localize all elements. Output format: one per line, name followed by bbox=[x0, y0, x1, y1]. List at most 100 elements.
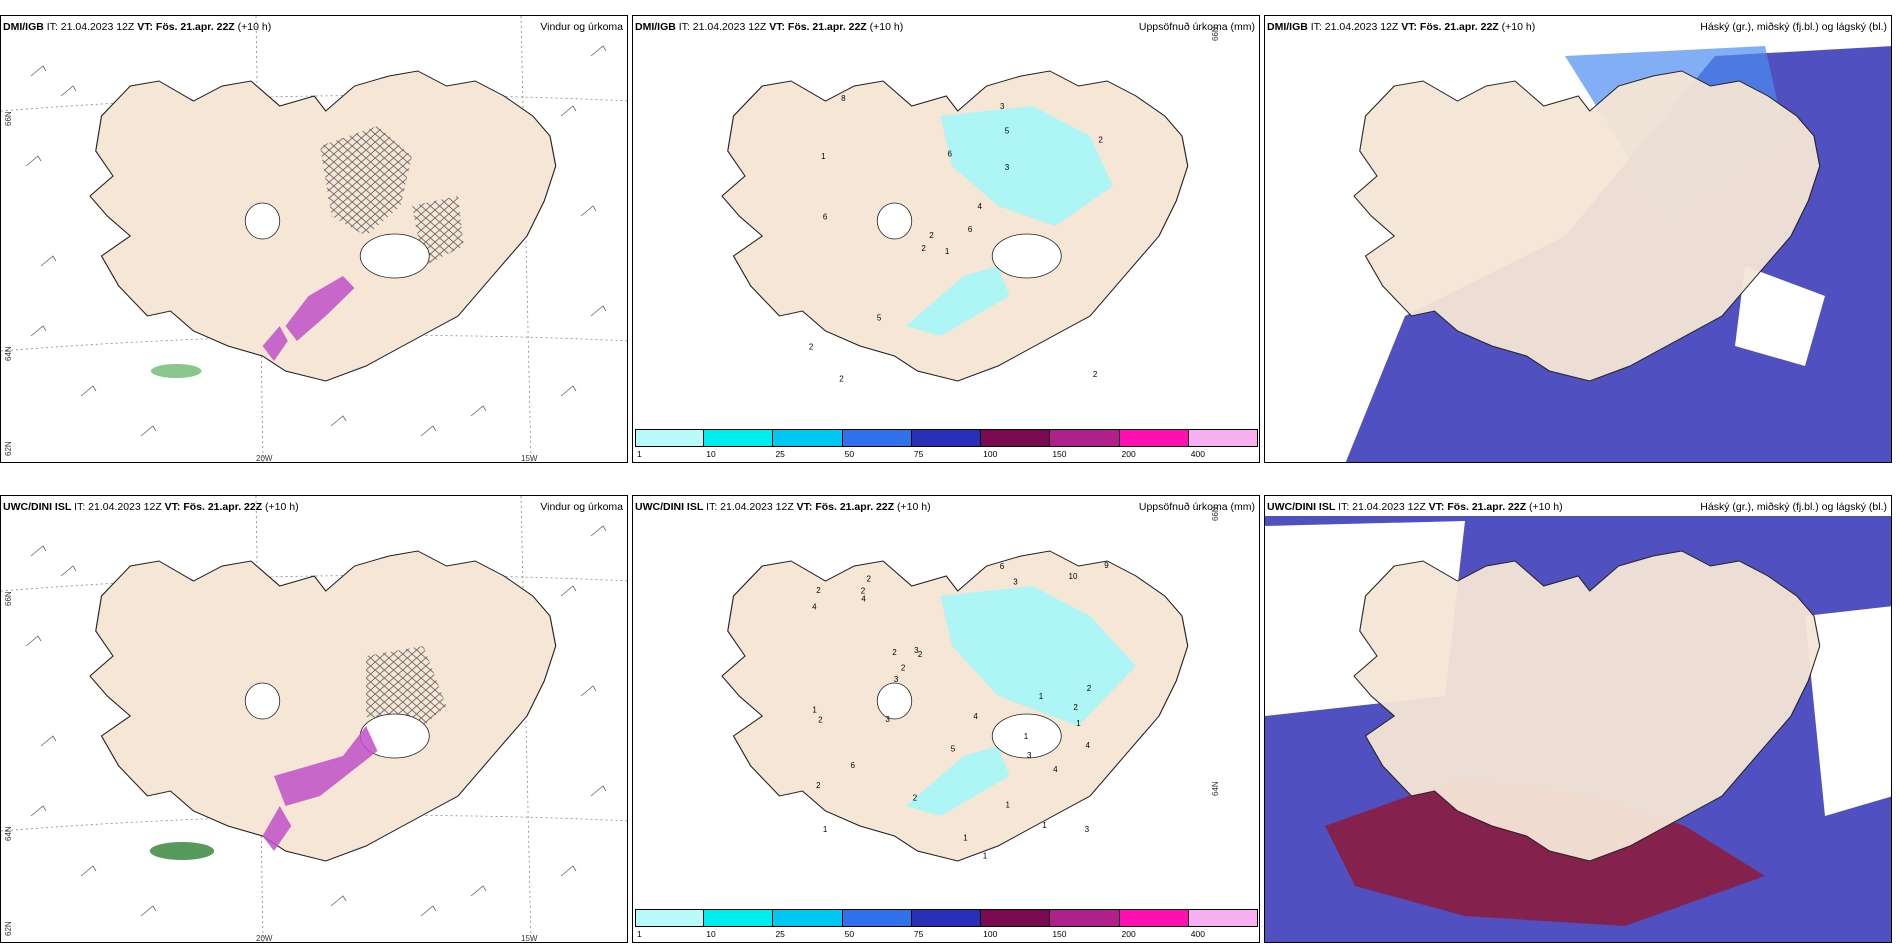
precip-value-label: 1 bbox=[945, 247, 950, 256]
panel-wind-precip-top: DMI/IGB IT: 21.04.2023 12Z VT: Fös. 21.a… bbox=[0, 15, 628, 463]
colorbar-swatch bbox=[1119, 909, 1189, 927]
precip-value-label: 6 bbox=[850, 761, 855, 770]
precip-value-label: 1 bbox=[1039, 692, 1044, 701]
panel-title: UWC/DINI ISL IT: 21.04.2023 12Z VT: Fös.… bbox=[3, 501, 299, 513]
panel-title: DMI/IGB IT: 21.04.2023 12Z VT: Fös. 21.a… bbox=[3, 21, 272, 33]
precip-value-label: 1 bbox=[1042, 821, 1047, 830]
precip-colorbar: 1 10 25 50 75 100 150 200 400 bbox=[635, 909, 1258, 939]
precip-value-label: 2 bbox=[1093, 370, 1098, 379]
colorbar-tick-label: 10 bbox=[706, 449, 716, 459]
panel-wind-precip-bottom: UWC/DINI ISL IT: 21.04.2023 12Z VT: Fös.… bbox=[0, 495, 628, 943]
precip-value-label: 1 bbox=[1024, 732, 1029, 741]
precip-value-label: 2 bbox=[921, 244, 926, 253]
precip-value-label: 6 bbox=[948, 150, 953, 159]
colorbar-swatch bbox=[981, 429, 1051, 447]
precip-value-label: 2 bbox=[818, 716, 823, 725]
panel-field-title: Uppsöfnuð úrkoma (mm) bbox=[1138, 501, 1255, 513]
precip-value-label: 4 bbox=[812, 603, 817, 612]
colorbar-tick-label: 200 bbox=[1121, 929, 1136, 939]
precip-value-label: 2 bbox=[929, 231, 934, 240]
colorbar-tick-label: 400 bbox=[1190, 929, 1205, 939]
colorbar-tick-label: 400 bbox=[1190, 449, 1205, 459]
colorbar-frame bbox=[635, 909, 1258, 927]
precip-value-label: 1 bbox=[983, 851, 988, 860]
colorbar-tick-label: 50 bbox=[844, 449, 855, 459]
precip-value-label: 3 bbox=[1027, 751, 1032, 760]
wind-precip-map: 66N 64N 62N 20W 15W bbox=[1, 16, 627, 463]
precip-value-label: 1 bbox=[812, 706, 817, 715]
colorbar-swatch bbox=[704, 909, 774, 927]
precip-value-label: 2 bbox=[816, 781, 821, 790]
precip-value-label: 4 bbox=[978, 202, 983, 211]
panel-title: UWC/DINI ISL IT: 21.04.2023 12Z VT: Fös.… bbox=[1267, 501, 1563, 513]
precip-value-label: 3 bbox=[914, 646, 919, 655]
precip-value-label: 2 bbox=[1087, 684, 1092, 693]
colorbar-swatch bbox=[842, 909, 912, 927]
precip-value-label: 5 bbox=[951, 745, 956, 754]
panel-title: DMI/IGB IT: 21.04.2023 12Z VT: Fös. 21.a… bbox=[1267, 21, 1536, 33]
colorbar-swatch bbox=[773, 429, 843, 447]
precip-value-label: 4 bbox=[1053, 765, 1058, 774]
precip-value-label: 2 bbox=[839, 375, 844, 384]
precip-value-label: 4 bbox=[1086, 741, 1091, 750]
colorbar-swatch bbox=[1050, 909, 1120, 927]
precip-value-label: 3 bbox=[1000, 102, 1005, 111]
panel-title: UWC/DINI ISL IT: 21.04.2023 12Z VT: Fös.… bbox=[635, 501, 931, 513]
panel-field-title: Háský (gr.), miðský (fj.bl.) og lágský (… bbox=[1700, 501, 1887, 513]
panel-clouds-bottom: UWC/DINI ISL IT: 21.04.2023 12Z VT: Fös.… bbox=[1264, 495, 1892, 943]
lat-label-62n: 62N bbox=[4, 441, 13, 456]
colorbar-tick-label: 25 bbox=[775, 929, 785, 939]
panel-field-title: Vindur og úrkoma bbox=[540, 501, 623, 513]
precip-value-label: 2 bbox=[861, 586, 866, 595]
precip-value-label: 1 bbox=[821, 152, 826, 161]
colorbar-tick-label: 100 bbox=[983, 929, 998, 939]
colorbar-swatch bbox=[635, 909, 705, 927]
precip-value-label: 3 bbox=[1005, 163, 1010, 172]
precip-value-label: 2 bbox=[901, 663, 906, 672]
panel-field-title: Vindur og úrkoma bbox=[540, 21, 623, 33]
precip-value-label: 2 bbox=[809, 343, 814, 352]
colorbar-tick-label: 100 bbox=[983, 449, 998, 459]
colorbar-tick-label: 200 bbox=[1121, 449, 1136, 459]
lon-label-15w: 15W bbox=[521, 454, 538, 463]
colorbar-swatch bbox=[704, 429, 774, 447]
panel-accum-precip-top: DMI/IGB IT: 21.04.2023 12Z VT: Fös. 21.a… bbox=[632, 15, 1260, 463]
precip-value-label: 9 bbox=[1104, 561, 1109, 570]
precip-value-label: 2 bbox=[866, 575, 871, 584]
svg-text:20W: 20W bbox=[256, 934, 273, 943]
precip-value-label: 1 bbox=[1076, 719, 1081, 728]
accum-precip-map: 66N 64N 11122123214123225436910346232411… bbox=[721, 506, 1220, 862]
cloud-map bbox=[1265, 36, 1891, 462]
wind-precip-map: 66N 64N 62N 20W 15W bbox=[1, 496, 627, 943]
precip-value-label: 2 bbox=[918, 650, 923, 659]
precip-value-label: 3 bbox=[894, 675, 899, 684]
svg-text:64N: 64N bbox=[4, 826, 13, 841]
lon-label-20w: 20W bbox=[256, 454, 273, 463]
lat-label-66n: 66N bbox=[4, 111, 13, 126]
precip-value-label: 1 bbox=[1006, 800, 1011, 809]
svg-text:64N: 64N bbox=[1211, 781, 1220, 796]
panel-field-title: Háský (gr.), miðský (fj.bl.) og lágský (… bbox=[1700, 21, 1887, 33]
precip-value-label: 2 bbox=[892, 648, 897, 657]
colorbar-tick-label: 75 bbox=[913, 929, 924, 939]
svg-text:66N: 66N bbox=[4, 591, 13, 606]
precip-value-label: 5 bbox=[1005, 126, 1010, 135]
colorbar-tick-label: 1 bbox=[637, 929, 642, 939]
colorbar-tick-label: 1 bbox=[637, 449, 642, 459]
colorbar-tick-label: 50 bbox=[844, 929, 855, 939]
svg-text:15W: 15W bbox=[521, 934, 538, 943]
precip-value-label: 6 bbox=[823, 212, 828, 221]
precip-colorbar: 1 10 25 50 75 100 150 200 400 bbox=[635, 429, 1258, 459]
precip-value-label: 4 bbox=[861, 595, 866, 604]
colorbar-swatch bbox=[842, 429, 912, 447]
colorbar-tick-label: 25 bbox=[775, 449, 785, 459]
precip-value-label: 3 bbox=[1085, 825, 1090, 834]
colorbar-swatch bbox=[1119, 429, 1189, 447]
wind-barbs bbox=[25, 525, 607, 917]
colorbar-swatch bbox=[981, 909, 1051, 927]
colorbar-swatch bbox=[1050, 429, 1120, 447]
lat-label-64n: 64N bbox=[4, 346, 13, 361]
panel-field-title: Uppsöfnuð úrkoma (mm) bbox=[1138, 21, 1255, 33]
panel-accum-precip-bottom: UWC/DINI ISL IT: 21.04.2023 12Z VT: Fös.… bbox=[632, 495, 1260, 943]
